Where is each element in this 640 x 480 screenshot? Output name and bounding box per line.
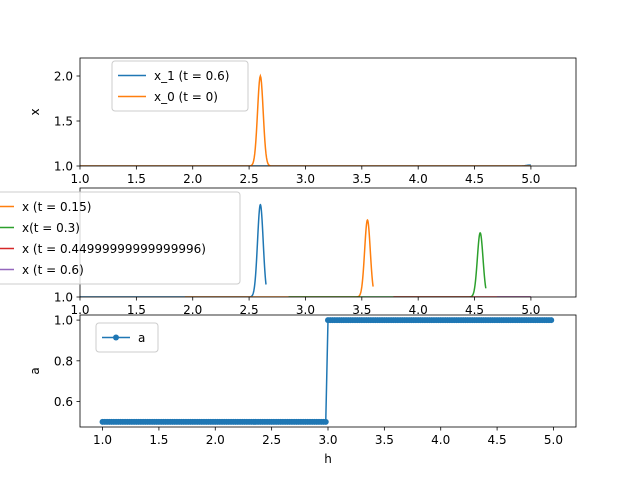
x-tick-label: 1.0 <box>70 303 89 317</box>
legend-label: x_1 (t = 0.6) <box>154 69 229 83</box>
x-tick-label: 1.5 <box>149 433 168 447</box>
x-tick-label: 4.0 <box>409 303 428 317</box>
x-tick-label: 2.5 <box>240 303 259 317</box>
series-line-x(t = 0.3) <box>288 231 487 297</box>
y-tick-label: 2.0 <box>54 70 73 84</box>
y-tick-label: 0.6 <box>54 395 73 409</box>
y-tick-label: 1.0 <box>54 160 73 174</box>
x-tick-label: 2.0 <box>183 303 202 317</box>
chart-panel-3: 1.0 1.5 2.0 2.5 3.0 3.5 4.0 4.5 5.0 0.6 0.8 1.0 a h <box>28 314 577 466</box>
data-point-199 <box>548 317 555 324</box>
legend-box <box>0 191 241 285</box>
x-tick-label: 3.5 <box>375 433 394 447</box>
data-point-99 <box>322 418 329 425</box>
x-tick-label: 5.0 <box>544 433 563 447</box>
legend-label: a <box>138 331 145 345</box>
x-tick-label: 1.5 <box>127 303 146 317</box>
x-tick-label: 5.0 <box>521 172 540 186</box>
x-tick-label: 3.0 <box>318 433 337 447</box>
y-axis-label: x <box>28 108 42 115</box>
x-tick-label: 3.0 <box>296 172 315 186</box>
x-tick-label: 1.5 <box>127 172 146 186</box>
x-tick-label: 5.0 <box>521 303 540 317</box>
y-axis-label: a <box>28 367 42 374</box>
legend-label: x (t = 0.15) <box>22 200 91 214</box>
x-tick-label: 4.5 <box>465 303 484 317</box>
chart-panel-1: 1.0 1.5 2.0 2.5 3.0 3.5 4.0 4.5 5.0 1.0 1.5 2.0 x <box>28 57 577 186</box>
x-tick-label: 4.5 <box>465 172 484 186</box>
x-tick-label: 3.5 <box>352 303 371 317</box>
legend-marker <box>113 334 119 341</box>
x-tick-label: 2.0 <box>206 433 225 447</box>
series-line-a <box>102 319 552 423</box>
y-tick-label: 1.0 <box>54 291 73 305</box>
x-tick-label: 1.0 <box>93 433 112 447</box>
x-tick-label: 1.0 <box>70 172 89 186</box>
legend-1: x_1 (t = 0.6) x_0 (t = 0) <box>111 60 249 112</box>
x-tick-label: 3.5 <box>352 172 371 186</box>
legend-label: x(t = 0.3) <box>22 221 80 235</box>
y-tick-label: 1.0 <box>54 314 73 328</box>
axes-frame <box>79 57 577 167</box>
legend-2: x (t = 0.15) x(t = 0.3) x (t = 0.449999999… <box>0 191 241 285</box>
x-tick-label: 4.0 <box>431 433 450 447</box>
legend-3: a <box>95 322 159 353</box>
x-tick-label: 2.5 <box>240 172 259 186</box>
x-tick-label: 4.5 <box>488 433 507 447</box>
y-tick-label: 0.8 <box>54 354 73 368</box>
legend-label: x (t = 0.44999999999999996) <box>22 242 206 256</box>
x-tick-label: 2.5 <box>262 433 281 447</box>
x-tick-label: 2.0 <box>183 172 202 186</box>
legend-label: x (t = 0.6) <box>22 263 84 277</box>
series-group <box>99 317 555 425</box>
y-tick-label: 1.5 <box>54 115 73 129</box>
x-tick-label: 3.0 <box>296 303 315 317</box>
legend-label: x_0 (t = 0) <box>154 90 218 104</box>
x-tick-label: 4.0 <box>409 172 428 186</box>
legend-box <box>111 60 249 112</box>
x-axis-label: h <box>324 452 332 466</box>
